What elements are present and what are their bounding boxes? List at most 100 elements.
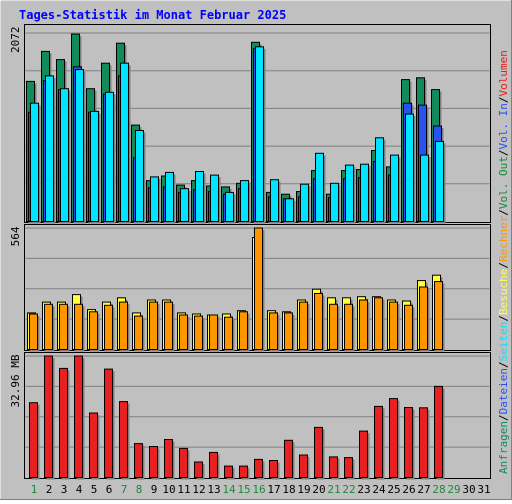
bar-pages-day-16 [255,46,264,222]
bar-volume-day-9 [149,446,158,478]
bar-volume-day-4 [74,355,83,478]
bar-pages-day-13 [210,174,219,223]
bar-volume-day-24 [374,405,383,478]
bar-sites-day-23 [359,299,368,350]
bar-sites-day-24 [374,297,383,350]
bar-sites-day-16 [254,227,263,350]
day-label-15: 15 [237,483,250,496]
day-label-25: 25 [387,483,400,496]
bar-pages-day-26 [405,113,414,222]
bar-sites-day-1 [29,313,38,350]
bar-volume-day-25 [389,398,398,479]
day-label-20: 20 [312,483,325,496]
day-label-26: 26 [402,483,415,496]
bar-sites-day-27 [419,286,428,350]
bar-pages-day-22 [345,164,354,223]
day-label-2: 2 [46,483,53,496]
bar-pages-day-1 [30,102,39,222]
bar-sites-day-26 [404,304,413,350]
day-label-11: 11 [177,483,190,496]
bar-pages-day-24 [375,137,384,222]
bar-sites-day-4 [74,303,83,350]
bar-pages-day-14 [225,191,234,222]
day-label-24: 24 [372,483,386,496]
x-axis-day-labels: 1 2 3 4 5 6 7 8 9 10 11 12 13 14 15 16 17 18 19 20 21 22 23 24 2… [31,483,491,496]
day-label-27: 27 [417,483,430,496]
bar-volume-day-2 [44,355,53,478]
legend-item-1: / [497,414,510,421]
bar-volume-day-23 [359,430,368,479]
bar-sites-day-9 [149,301,158,351]
day-label-21: 21 [327,483,340,496]
bar-volume-day-15 [239,465,248,479]
panel-visits-sites: 564 [9,224,491,352]
bar-sites-day-21 [329,303,338,350]
bar-sites-day-18 [284,312,293,350]
day-label-8: 8 [136,483,143,496]
day-label-28: 28 [432,483,445,496]
legend-item-8: Rechner [497,215,510,262]
bar-volume-day-3 [59,367,68,478]
day-label-3: 3 [61,483,68,496]
ymax-label: 2072 [9,27,22,54]
day-label-6: 6 [106,483,113,496]
bar-sites-day-28 [434,281,443,351]
bar-pages-day-18 [285,198,294,223]
bar-pages-day-28 [435,140,444,222]
day-label-14: 14 [222,483,236,496]
bar-volume-day-7 [119,401,128,479]
day-label-29: 29 [447,483,460,496]
bar-volume-day-14 [224,465,233,479]
bar-volume-day-10 [164,439,173,478]
bar-volume-day-18 [284,439,293,478]
bar-volume-day-11 [179,447,188,478]
chart-panels: 2072 564 32.96 MB [9,24,491,480]
ymax-label: 32.96 MB [9,354,22,407]
bar-volume-day-12 [194,461,203,478]
bar-sites-day-15 [239,311,248,350]
panel-volume: 32.96 MB [9,352,491,480]
bar-volume-day-17 [269,460,278,478]
bar-pages-day-7 [120,62,129,223]
bar-pages-day-20 [315,152,324,222]
bar-sites-day-25 [389,301,398,351]
bar-volume-day-22 [344,457,353,479]
bar-pages-day-5 [90,110,99,222]
bar-pages-day-23 [360,163,369,222]
day-label-17: 17 [267,483,280,496]
bar-sites-day-10 [164,301,173,351]
day-label-23: 23 [357,483,370,496]
legend-item-7: / [497,262,510,269]
bar-pages-day-9 [150,176,159,222]
legend-item-4: Seiten [497,322,510,362]
ymax-label: 564 [9,226,22,246]
day-label-22: 22 [342,483,355,496]
day-label-10: 10 [162,483,175,496]
bar-sites-day-22 [344,303,353,350]
bar-volume-day-16 [254,458,263,478]
day-label-30: 30 [462,483,475,496]
legend-item-11: / [497,149,510,156]
bar-pages-day-17 [270,179,279,222]
bar-sites-day-6 [104,304,113,350]
bar-volume-day-5 [89,412,98,478]
bar-sites-day-5 [89,311,98,350]
day-label-7: 7 [121,483,128,496]
legend-item-12: Vol. In [497,103,510,149]
day-label-5: 5 [91,483,98,496]
legend-item-6: Besuche [497,269,510,315]
day-label-4: 4 [76,483,83,496]
bar-pages-day-10 [165,171,174,222]
day-label-12: 12 [192,483,205,496]
bar-volume-day-8 [134,443,143,479]
bar-sites-day-2 [44,303,53,350]
legend-item-3: / [497,361,510,368]
panel-hits-files-pages: 2072 [9,24,491,224]
bar-pages-day-25 [390,154,399,223]
bar-sites-day-11 [179,314,188,350]
bar-volume-day-19 [299,454,308,478]
bar-volume-day-6 [104,368,113,479]
bar-pages-day-12 [195,171,204,222]
bar-pages-day-15 [240,180,249,223]
bar-sites-day-19 [299,301,308,351]
